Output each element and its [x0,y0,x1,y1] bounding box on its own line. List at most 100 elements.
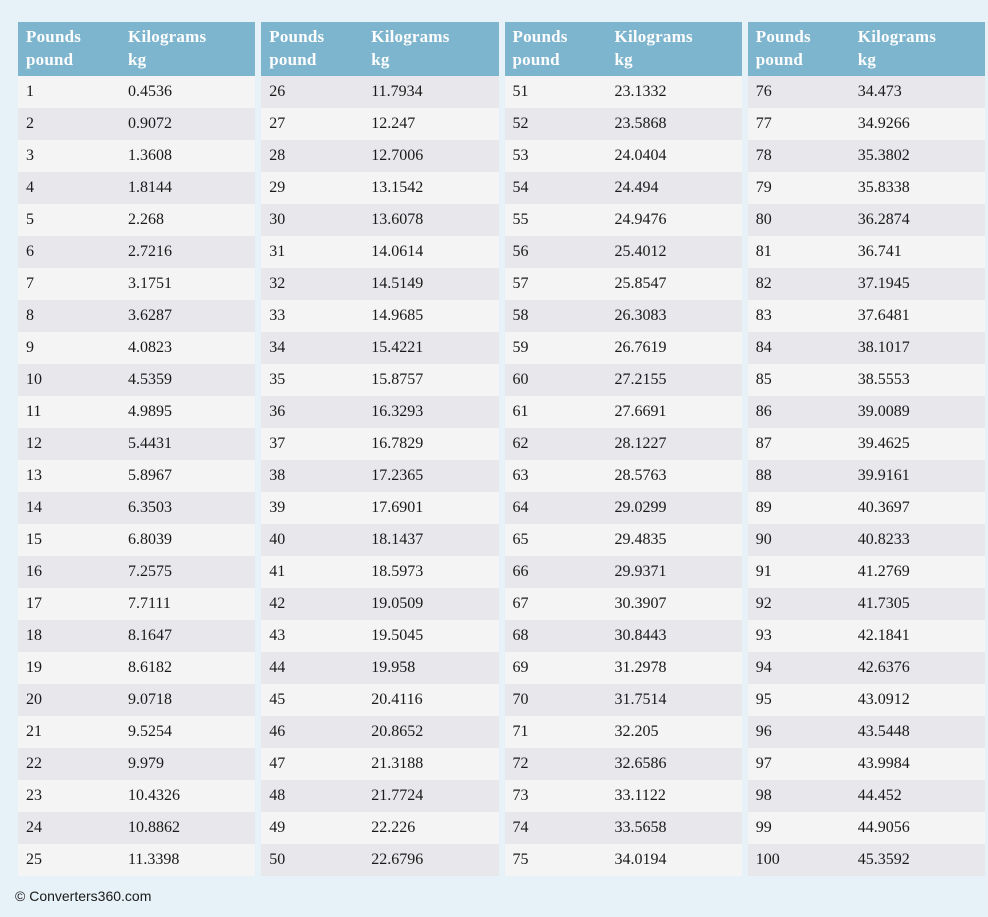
kilograms-value: 32.205 [606,716,742,748]
kilograms-column-header: Kilograms kg [120,22,256,76]
table-row: 61 27.6691 [504,396,742,428]
pounds-value: 45 [261,684,364,716]
table-row: 87 39.4625 [747,428,985,460]
table-row: 34 15.4221 [261,332,499,364]
pounds-value: 62 [504,428,607,460]
pounds-value: 38 [261,460,364,492]
table-row: 71 32.205 [504,716,742,748]
table-row: 42 19.0509 [261,588,499,620]
kilograms-value: 23.5868 [606,108,742,140]
pounds-value: 65 [504,524,607,556]
header-row: Pounds pound Kilograms kg [18,22,256,76]
kilograms-value: 39.9161 [849,460,985,492]
table-row: 41 18.5973 [261,556,499,588]
kilograms-value: 15.8757 [363,364,499,396]
pounds-value: 61 [504,396,607,428]
table-row: 88 39.9161 [747,460,985,492]
kilograms-value: 4.9895 [120,396,256,428]
table-row: 49 22.226 [261,812,499,844]
table-row: 45 20.4116 [261,684,499,716]
pounds-value: 96 [747,716,850,748]
kilograms-value: 28.1227 [606,428,742,460]
kilograms-label: Kilograms [128,27,207,46]
pounds-value: 84 [747,332,850,364]
pounds-value: 53 [504,140,607,172]
pounds-value: 23 [18,780,121,812]
conversion-table-51-75: Pounds pound Kilograms kg 51 23.1332 52 23.… [504,22,742,876]
kilograms-value: 4.5359 [120,364,256,396]
kilograms-value: 19.958 [363,652,499,684]
table-row: 69 31.2978 [504,652,742,684]
table-row: 72 32.6586 [504,748,742,780]
pounds-value: 94 [747,652,850,684]
pounds-value: 77 [747,108,850,140]
pounds-column-header: Pounds pound [261,22,364,76]
table-row: 98 44.452 [747,780,985,812]
pounds-value: 90 [747,524,850,556]
table-row: 31 14.0614 [261,236,499,268]
table-row: 52 23.5868 [504,108,742,140]
pounds-value: 59 [504,332,607,364]
pounds-value: 86 [747,396,850,428]
kilograms-value: 29.9371 [606,556,742,588]
pounds-value: 33 [261,300,364,332]
table-row: 99 44.9056 [747,812,985,844]
kilograms-value: 8.1647 [120,620,256,652]
table-row: 11 4.9895 [18,396,256,428]
pounds-value: 44 [261,652,364,684]
kilograms-label: Kilograms [371,27,450,46]
kilograms-value: 3.1751 [120,268,256,300]
pounds-value: 67 [504,588,607,620]
pounds-value: 42 [261,588,364,620]
pounds-value: 11 [18,396,121,428]
table-row: 22 9.979 [18,748,256,780]
table-row: 75 34.0194 [504,844,742,876]
kilograms-value: 22.226 [363,812,499,844]
pounds-value: 71 [504,716,607,748]
kg-unit-label: kg [371,50,390,69]
header-row: Pounds pound Kilograms kg [747,22,985,76]
pounds-value: 26 [261,76,364,108]
kilograms-value: 2.268 [120,204,256,236]
table-row: 15 6.8039 [18,524,256,556]
kilograms-value: 15.4221 [363,332,499,364]
kilograms-column-header: Kilograms kg [363,22,499,76]
pounds-label: Pounds [512,27,568,46]
copyright-footer: © Converters360.com [15,888,152,904]
kilograms-value: 39.0089 [849,396,985,428]
pounds-value: 30 [261,204,364,236]
table-row: 39 17.6901 [261,492,499,524]
kilograms-value: 24.494 [606,172,742,204]
conversion-table-1-25: Pounds pound Kilograms kg 1 0.4536 2 0.9072… [18,22,256,876]
pounds-value: 93 [747,620,850,652]
pounds-value: 36 [261,396,364,428]
kilograms-value: 34.0194 [606,844,742,876]
table-row: 63 28.5763 [504,460,742,492]
table-row: 27 12.247 [261,108,499,140]
kilograms-value: 37.6481 [849,300,985,332]
table-row: 68 30.8443 [504,620,742,652]
table-row: 37 16.7829 [261,428,499,460]
pounds-value: 47 [261,748,364,780]
pounds-value: 98 [747,780,850,812]
table-row: 62 28.1227 [504,428,742,460]
pounds-value: 12 [18,428,121,460]
pounds-value: 72 [504,748,607,780]
pounds-column-header: Pounds pound [18,22,121,76]
kilograms-value: 40.8233 [849,524,985,556]
kilograms-value: 38.1017 [849,332,985,364]
table-row: 7 3.1751 [18,268,256,300]
kg-unit-label: kg [857,50,877,69]
table-row: 57 25.8547 [504,268,742,300]
table-body: 26 11.7934 27 12.247 28 12.7006 29 13.1542 30 13.… [261,76,499,876]
kilograms-value: 13.6078 [363,204,499,236]
kilograms-value: 22.6796 [363,844,499,876]
pounds-value: 43 [261,620,364,652]
pound-unit-label: pound [269,50,317,69]
kilograms-value: 18.1437 [363,524,499,556]
pounds-value: 48 [261,780,364,812]
table-row: 3 1.3608 [18,140,256,172]
table-row: 92 41.7305 [747,588,985,620]
pounds-value: 18 [18,620,121,652]
kilograms-value: 12.7006 [363,140,499,172]
